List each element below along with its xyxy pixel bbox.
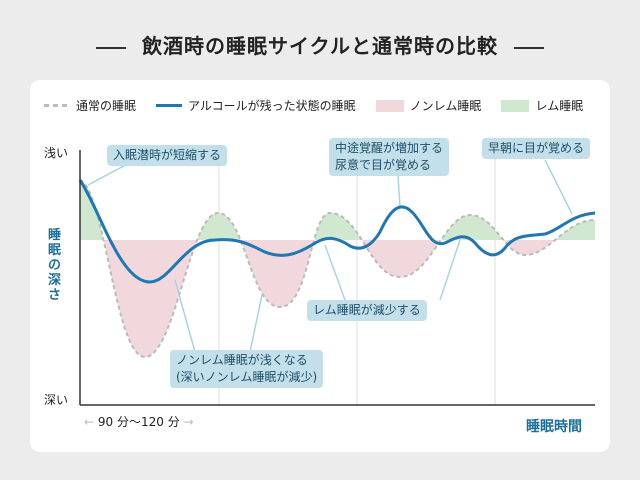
arrow-left-icon: ← [84, 415, 95, 429]
arrow-right-icon: → [183, 415, 194, 429]
y-axis-title: 睡眠の深さ [48, 228, 62, 303]
dashed-line-swatch [44, 104, 70, 107]
legend-alcohol: アルコールが残った状態の睡眠 [156, 97, 356, 114]
note-text: (深いノンレム睡眠が減少) [176, 370, 318, 384]
legend-rem: レム睡眠 [501, 97, 583, 114]
callout-line [439, 239, 461, 301]
callout-line [249, 294, 263, 353]
note-text: レム睡眠が減少する [313, 303, 421, 317]
legend: 通常の睡眠 アルコールが残った状態の睡眠 ノンレム睡眠 レム睡眠 [44, 97, 599, 114]
blue-line-swatch [156, 104, 183, 107]
nonrem-area [80, 240, 595, 357]
note-text: 尿意で目が覚める [335, 158, 432, 172]
legend-nonrem: ノンレム睡眠 [375, 97, 482, 114]
x-axis-title: 睡眠時間 [526, 419, 582, 435]
cycle-range: ← 90 分〜120 分 → [84, 413, 194, 430]
note-nonrem-shallow: ノンレム睡眠が浅くなる (深いノンレム睡眠が減少) [170, 350, 324, 388]
note-early-waking: 早朝に目が覚める [482, 138, 591, 159]
note-sleep-latency: 入眠潜時が短縮する [107, 145, 228, 166]
title-dash-right [514, 46, 544, 49]
title-text: 飲酒時の睡眠サイクルと通常時の比較 [142, 34, 498, 58]
y-label-shallow: 浅い [44, 146, 69, 160]
callout-line [544, 159, 573, 215]
note-text: ノンレム睡眠が浅くなる [176, 353, 308, 367]
note-text: 入眠潜時が短縮する [113, 148, 222, 162]
note-awakening: 中途覚醒が増加する 尿意で目が覚める [329, 138, 450, 176]
range-label: 90 分〜120 分 [97, 415, 180, 429]
alcohol-sleep-line [78, 179, 596, 284]
callout-line [324, 244, 346, 301]
page-title: 飲酒時の睡眠サイクルと通常時の比較 [0, 30, 640, 59]
legend-label: アルコールが残った状態の睡眠 [188, 99, 356, 113]
note-rem-decrease: レム睡眠が減少する [307, 300, 427, 321]
note-text: 中途覚醒が増加する [335, 141, 444, 155]
rem-area [80, 180, 595, 240]
legend-label: ノンレム睡眠 [409, 99, 482, 113]
title-dash-left [96, 46, 126, 49]
y-label-deep: 深い [44, 393, 69, 407]
note-text: 早朝に目が覚める [488, 141, 585, 155]
legend-label: 通常の睡眠 [76, 99, 137, 113]
pink-swatch [375, 99, 404, 112]
callout-line [174, 279, 196, 353]
legend-label: レム睡眠 [535, 99, 584, 113]
green-swatch [501, 99, 530, 112]
normal-sleep-line [79, 179, 596, 359]
callout-line [397, 174, 401, 208]
legend-normal: 通常の睡眠 [44, 97, 136, 114]
